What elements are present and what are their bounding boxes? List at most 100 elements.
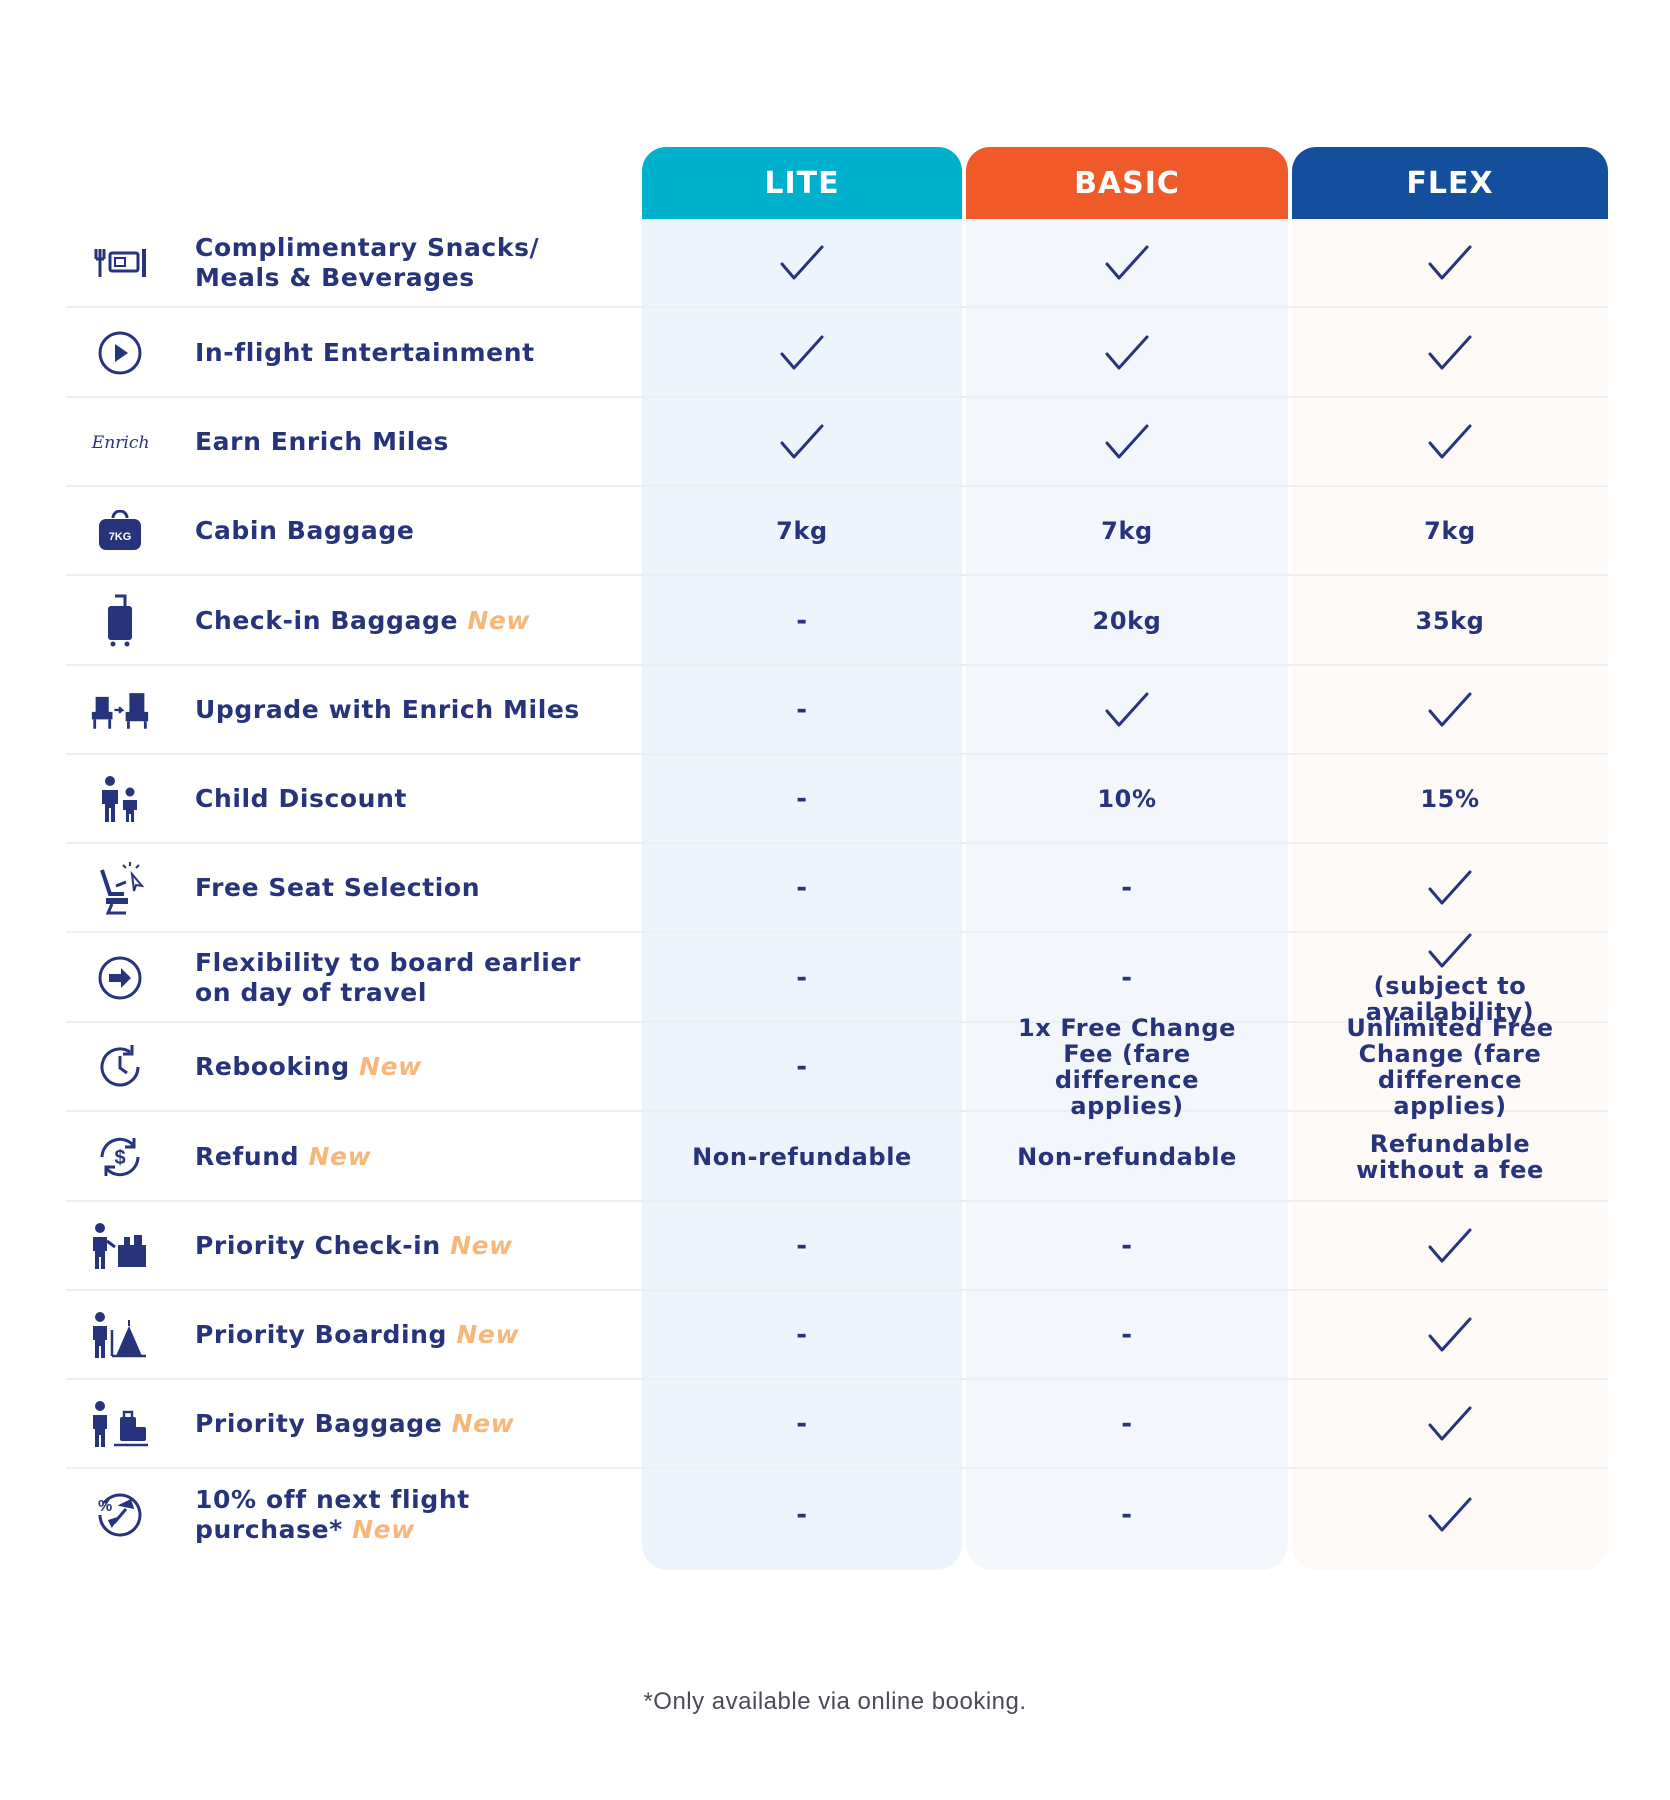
lite-cell: - bbox=[642, 666, 962, 753]
refund-dollar-icon: $ bbox=[90, 1134, 150, 1180]
check-icon bbox=[779, 422, 825, 462]
not-included-dash: - bbox=[796, 1319, 808, 1350]
check-icon bbox=[1427, 243, 1473, 283]
cell-value: 35kg bbox=[1415, 606, 1485, 635]
feature-text: Complimentary Snacks/ Meals & Beverages bbox=[195, 232, 540, 292]
table-row: In-flight Entertainment bbox=[66, 309, 1608, 398]
basic-cell: 1x Free Change Fee (fare difference appl… bbox=[966, 1015, 1288, 1119]
svg-text:%: % bbox=[98, 1498, 112, 1515]
table-row: Child Discount - 10% 15% bbox=[66, 755, 1608, 844]
not-included-dash: - bbox=[1121, 962, 1133, 993]
not-included-dash: - bbox=[1121, 1499, 1133, 1530]
flex-cell: 7kg bbox=[1292, 487, 1608, 574]
check-icon bbox=[1104, 243, 1150, 283]
feature-label: Rebooking New bbox=[195, 1052, 625, 1082]
enrich-logo: Enrich bbox=[90, 419, 150, 465]
check-icon bbox=[1427, 1315, 1473, 1355]
feature-label: 10% off next flight purchase* New bbox=[195, 1485, 625, 1545]
feature-label: Flexibility to board earlier on day of t… bbox=[195, 948, 625, 1008]
basic-cell: - bbox=[966, 844, 1288, 931]
feature-text: Free Seat Selection bbox=[195, 872, 481, 902]
check-icon bbox=[1427, 868, 1473, 908]
priority-boarding-icon bbox=[90, 1311, 150, 1358]
svg-text:$: $ bbox=[114, 1147, 125, 1169]
table-row: Priority Baggage New - - bbox=[66, 1380, 1608, 1469]
not-included-dash: - bbox=[796, 1499, 808, 1530]
feature-label: Cabin Baggage bbox=[195, 516, 625, 546]
basic-cell: 20kg bbox=[966, 577, 1288, 664]
flex-cell: (subject to availability) bbox=[1292, 931, 1608, 1025]
flex-cell bbox=[1292, 844, 1608, 931]
table-row: Upgrade with Enrich Miles - bbox=[66, 666, 1608, 755]
table-row: Rebooking New - 1x Free Change Fee (fare d… bbox=[66, 1015, 1608, 1119]
check-icon bbox=[1427, 1495, 1473, 1535]
flex-cell bbox=[1292, 219, 1608, 306]
feature-text: Priority Baggage bbox=[195, 1408, 443, 1438]
cell-value: 7kg bbox=[1424, 516, 1476, 545]
adult-child-icon bbox=[90, 775, 150, 822]
basic-cell bbox=[966, 309, 1288, 396]
lite-header: LITE bbox=[642, 147, 962, 219]
new-tag: New bbox=[456, 1319, 520, 1349]
lite-cell bbox=[642, 398, 962, 485]
feature-text: Earn Enrich Miles bbox=[195, 426, 449, 456]
new-tag: New bbox=[450, 1230, 513, 1260]
lite-cell: - bbox=[642, 1291, 962, 1378]
basic-column-bg bbox=[966, 218, 1288, 1570]
not-included-dash: - bbox=[1121, 1408, 1133, 1439]
flex-cell bbox=[1292, 1380, 1608, 1467]
table-row: Check-in Baggage New - 20kg 35kg bbox=[66, 577, 1608, 666]
lite-cell: - bbox=[642, 844, 962, 931]
flex-cell bbox=[1292, 1202, 1608, 1289]
feature-text: Rebooking bbox=[195, 1051, 350, 1081]
footnote: *Only available via online booking. bbox=[643, 1688, 1027, 1715]
flex-cell bbox=[1292, 398, 1608, 485]
feature-label: Upgrade with Enrich Miles bbox=[195, 695, 625, 725]
check-icon bbox=[1104, 422, 1150, 462]
not-included-dash: - bbox=[796, 1051, 808, 1082]
cabin-bag-icon: 7KG bbox=[90, 508, 150, 554]
basic-cell: - bbox=[966, 1470, 1288, 1559]
basic-cell: - bbox=[966, 1380, 1288, 1467]
table-row: 7KG Cabin Baggage 7kg 7kg 7kg bbox=[66, 487, 1608, 576]
lite-cell bbox=[642, 309, 962, 396]
flex-cell bbox=[1292, 309, 1608, 396]
enrich-logo-text: Enrich bbox=[91, 433, 150, 453]
suitcase-icon bbox=[90, 594, 150, 646]
flex-cell bbox=[1292, 1291, 1608, 1378]
feature-text: In-flight Entertainment bbox=[195, 337, 535, 367]
seat-upgrade-icon bbox=[90, 687, 150, 733]
play-icon bbox=[90, 330, 150, 376]
basic-cell: 10% bbox=[966, 755, 1288, 842]
priority-checkin-icon bbox=[90, 1222, 150, 1269]
cell-value: 7kg bbox=[776, 516, 828, 545]
check-icon bbox=[1427, 931, 1473, 971]
lite-cell: Non-refundable bbox=[642, 1113, 962, 1200]
feature-label: Check-in Baggage New bbox=[195, 606, 625, 636]
table-row: Free Seat Selection - - bbox=[66, 844, 1608, 933]
flex-cell: Unlimited Free Change (fare difference a… bbox=[1292, 1015, 1608, 1119]
not-included-dash: - bbox=[796, 605, 808, 636]
cabin-bag-label: 7KG bbox=[109, 531, 132, 543]
not-included-dash: - bbox=[1121, 1230, 1133, 1261]
basic-header: BASIC bbox=[966, 147, 1288, 219]
lite-cell: - bbox=[642, 1023, 962, 1110]
clock-refresh-icon bbox=[90, 1044, 150, 1090]
table-row: Enrich Earn Enrich Miles bbox=[66, 398, 1608, 487]
flex-cell bbox=[1292, 1470, 1608, 1559]
cell-value: 1x Free Change Fee (fare difference appl… bbox=[1018, 1013, 1236, 1120]
check-icon bbox=[1427, 422, 1473, 462]
cell-value: 15% bbox=[1420, 784, 1480, 813]
feature-label: Child Discount bbox=[195, 784, 625, 814]
feature-text: Priority Boarding bbox=[195, 1319, 448, 1349]
feature-text: Priority Check-in bbox=[195, 1230, 441, 1260]
not-included-dash: - bbox=[796, 1408, 808, 1439]
table-row: Priority Boarding New - - bbox=[66, 1291, 1608, 1380]
feature-text: Check-in Baggage bbox=[195, 605, 459, 635]
new-tag: New bbox=[352, 1514, 415, 1544]
lite-cell: - bbox=[642, 934, 962, 1021]
lite-column-bg bbox=[642, 218, 962, 1570]
arrow-circle-icon bbox=[90, 955, 150, 1001]
table-row: $ Refund New Non-refundable Non-refundable R… bbox=[66, 1113, 1608, 1202]
basic-cell bbox=[966, 666, 1288, 753]
